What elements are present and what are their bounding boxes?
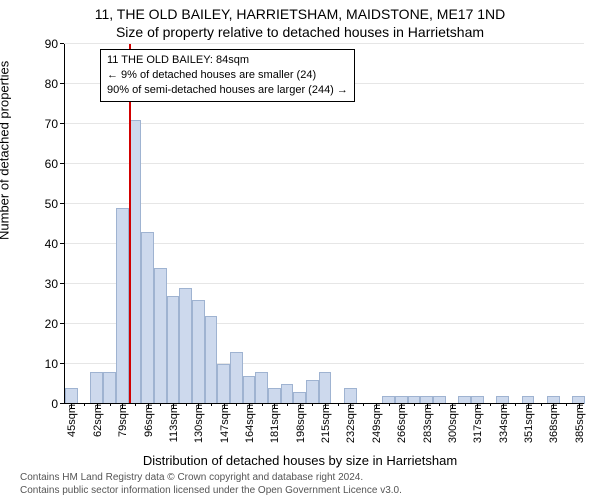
histogram-bar	[230, 352, 243, 404]
x-tick-label: 215sqm	[318, 404, 332, 443]
x-tick-mark-minor	[110, 404, 111, 406]
plot-inner: 010203040506070809045sqm62sqm79sqm96sqm1…	[64, 44, 584, 404]
x-axis-line	[64, 403, 584, 404]
x-tick-mark-minor	[160, 404, 161, 406]
histogram-bar	[268, 388, 281, 404]
histogram-bar	[103, 372, 116, 404]
y-gridline	[64, 43, 584, 44]
x-tick-mark-minor	[414, 404, 415, 406]
x-tick-label: 164sqm	[242, 404, 256, 443]
y-tick-label: 0	[51, 397, 64, 411]
histogram-bar	[217, 364, 230, 404]
footer-line-1: Contains HM Land Registry data © Crown c…	[20, 472, 402, 485]
annotation-box: 11 THE OLD BAILEY: 84sqm← 9% of detached…	[100, 49, 355, 102]
histogram-bar	[205, 316, 218, 404]
y-gridline	[64, 163, 584, 164]
x-tick-label: 45sqm	[64, 404, 78, 437]
y-tick-label: 30	[45, 277, 64, 291]
y-tick-label: 90	[45, 37, 64, 51]
annotation-line-3: 90% of semi-detached houses are larger (…	[107, 83, 348, 98]
x-tick-mark-minor	[363, 404, 364, 406]
histogram-bar	[116, 208, 129, 404]
x-tick-mark-minor	[541, 404, 542, 406]
y-tick-label: 50	[45, 197, 64, 211]
x-tick-mark-minor	[389, 404, 390, 406]
histogram-bar	[90, 372, 103, 404]
x-tick-label: 368sqm	[546, 404, 560, 443]
histogram-bar	[167, 296, 180, 404]
x-tick-label: 317sqm	[470, 404, 484, 443]
y-gridline	[64, 203, 584, 204]
x-tick-mark-minor	[566, 404, 567, 406]
y-tick-label: 60	[45, 157, 64, 171]
x-tick-label: 283sqm	[420, 404, 434, 443]
x-tick-label: 79sqm	[115, 404, 129, 437]
y-tick-label: 40	[45, 237, 64, 251]
histogram-bar	[344, 388, 357, 404]
x-tick-label: 113sqm	[166, 404, 180, 442]
x-tick-mark-minor	[186, 404, 187, 406]
chart-container: 11, THE OLD BAILEY, HARRIETSHAM, MAIDSTO…	[0, 0, 600, 500]
x-tick-mark-minor	[236, 404, 237, 406]
y-tick-label: 10	[45, 357, 64, 371]
x-tick-mark-minor	[490, 404, 491, 406]
y-tick-label: 20	[45, 317, 64, 331]
x-tick-mark-minor	[312, 404, 313, 406]
histogram-bar	[179, 288, 192, 404]
y-gridline	[64, 123, 584, 124]
histogram-bar	[281, 384, 294, 404]
x-tick-label: 300sqm	[445, 404, 459, 443]
x-tick-label: 62sqm	[90, 404, 104, 437]
x-tick-label: 96sqm	[141, 404, 155, 437]
chart-title-sub: Size of property relative to detached ho…	[0, 24, 600, 40]
annotation-line-2: ← 9% of detached houses are smaller (24)	[107, 68, 348, 83]
x-tick-label: 181sqm	[267, 404, 281, 443]
y-tick-label: 70	[45, 117, 64, 131]
x-tick-mark-minor	[84, 404, 85, 406]
x-tick-label: 130sqm	[191, 404, 205, 443]
x-tick-mark-minor	[211, 404, 212, 406]
footer-line-2: Contains public sector information licen…	[20, 485, 402, 498]
histogram-bar	[192, 300, 205, 404]
x-tick-label: 266sqm	[394, 404, 408, 443]
histogram-bar	[306, 380, 319, 404]
x-tick-mark-minor	[439, 404, 440, 406]
histogram-bar	[319, 372, 332, 404]
y-tick-label: 80	[45, 77, 64, 91]
histogram-bar	[243, 376, 256, 404]
histogram-bar	[141, 232, 154, 404]
x-tick-label: 232sqm	[343, 404, 357, 443]
y-axis-label: Number of detached properties	[0, 61, 12, 240]
x-tick-label: 147sqm	[217, 404, 231, 443]
x-tick-label: 385sqm	[572, 404, 586, 443]
x-tick-mark-minor	[287, 404, 288, 406]
y-axis-line	[64, 44, 65, 404]
x-tick-mark-minor	[262, 404, 263, 406]
annotation-line-1: 11 THE OLD BAILEY: 84sqm	[107, 53, 348, 68]
footer-attribution: Contains HM Land Registry data © Crown c…	[20, 472, 402, 497]
chart-title-main: 11, THE OLD BAILEY, HARRIETSHAM, MAIDSTO…	[0, 6, 600, 22]
x-axis-label: Distribution of detached houses by size …	[0, 453, 600, 468]
histogram-bar	[255, 372, 268, 404]
histogram-bar	[65, 388, 78, 404]
histogram-bar	[154, 268, 167, 404]
x-tick-label: 351sqm	[521, 404, 535, 443]
x-tick-label: 334sqm	[496, 404, 510, 443]
x-tick-mark-minor	[135, 404, 136, 406]
plot-area: 010203040506070809045sqm62sqm79sqm96sqm1…	[64, 44, 584, 404]
x-tick-mark-minor	[338, 404, 339, 406]
x-tick-mark-minor	[465, 404, 466, 406]
x-tick-label: 198sqm	[293, 404, 307, 443]
x-tick-label: 249sqm	[369, 404, 383, 443]
x-tick-mark-minor	[515, 404, 516, 406]
